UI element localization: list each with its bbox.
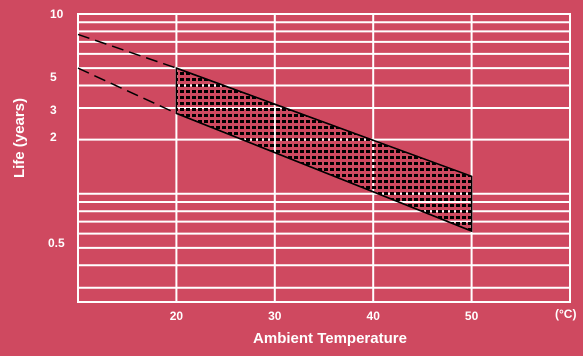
x-tick-label: 30 <box>268 309 282 323</box>
x-tick-label: 40 <box>367 309 381 323</box>
plot-frame <box>77 13 571 303</box>
extrapolation-line <box>77 33 177 69</box>
y-tick-label: 3 <box>50 103 57 117</box>
life-range-band <box>175 67 473 233</box>
y-axis-label: Life (years) <box>11 97 28 179</box>
x-tick-label: 50 <box>465 309 479 323</box>
x-axis-label: Ambient Temperature <box>253 330 407 347</box>
x-tick-label: 20 <box>170 309 184 323</box>
life-boundary-line <box>176 112 472 232</box>
extrapolation-line <box>77 67 177 115</box>
y-tick-label: 10 <box>50 7 64 21</box>
life-boundary-line <box>176 67 472 178</box>
y-tick-label: 5 <box>50 70 57 84</box>
y-tick-label: 2 <box>50 130 57 144</box>
x-unit-label: (°C) <box>555 307 577 321</box>
y-tick-label: 0.5 <box>48 236 65 250</box>
